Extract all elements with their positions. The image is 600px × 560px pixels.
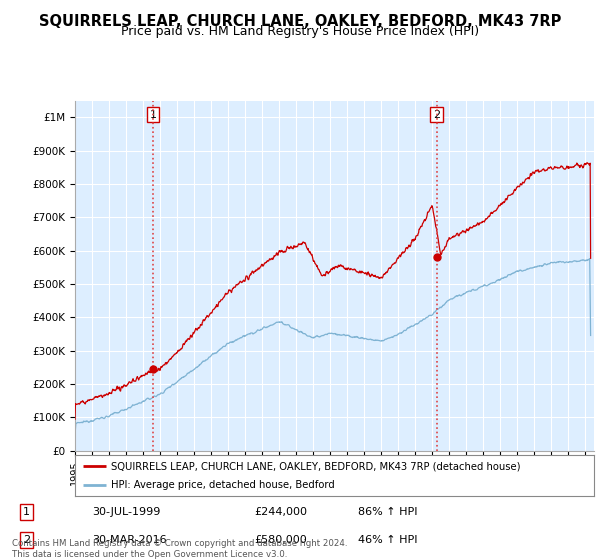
Text: 2: 2 — [23, 535, 30, 545]
Text: 30-MAR-2016: 30-MAR-2016 — [92, 535, 167, 545]
Text: Price paid vs. HM Land Registry's House Price Index (HPI): Price paid vs. HM Land Registry's House … — [121, 25, 479, 38]
Text: £580,000: £580,000 — [254, 535, 307, 545]
Text: 30-JUL-1999: 30-JUL-1999 — [92, 507, 161, 517]
Text: SQUIRRELS LEAP, CHURCH LANE, OAKLEY, BEDFORD, MK43 7RP: SQUIRRELS LEAP, CHURCH LANE, OAKLEY, BED… — [39, 14, 561, 29]
Text: 1: 1 — [149, 110, 157, 119]
Text: 46% ↑ HPI: 46% ↑ HPI — [358, 535, 417, 545]
Text: HPI: Average price, detached house, Bedford: HPI: Average price, detached house, Bedf… — [112, 480, 335, 489]
Text: 86% ↑ HPI: 86% ↑ HPI — [358, 507, 417, 517]
Text: 2: 2 — [433, 110, 440, 119]
Text: SQUIRRELS LEAP, CHURCH LANE, OAKLEY, BEDFORD, MK43 7RP (detached house): SQUIRRELS LEAP, CHURCH LANE, OAKLEY, BED… — [112, 461, 521, 471]
Text: 1: 1 — [23, 507, 30, 517]
Text: £244,000: £244,000 — [254, 507, 307, 517]
Text: Contains HM Land Registry data © Crown copyright and database right 2024.
This d: Contains HM Land Registry data © Crown c… — [12, 539, 347, 559]
